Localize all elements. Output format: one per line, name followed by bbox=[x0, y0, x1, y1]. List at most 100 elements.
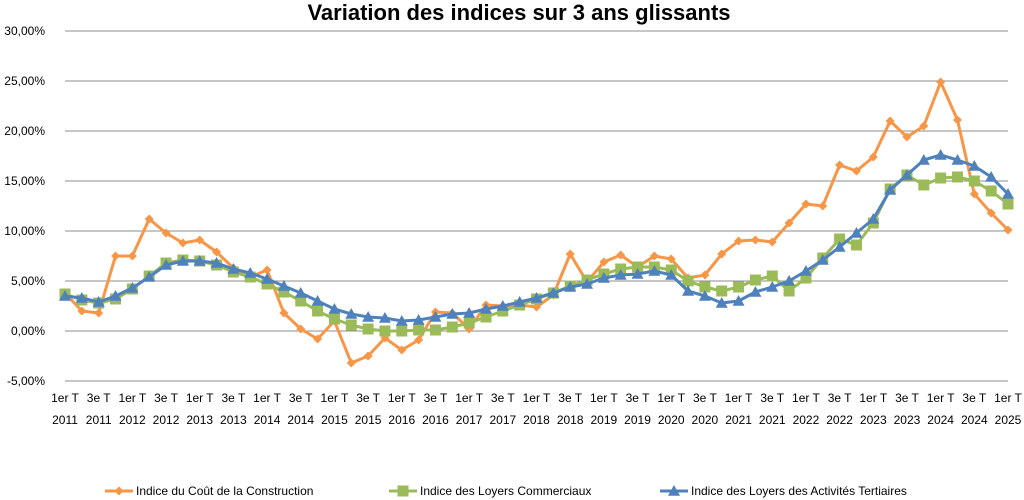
x-tick-label: 3e T bbox=[491, 391, 515, 405]
y-tick-label: -5,00% bbox=[7, 374, 45, 388]
data-point-ilc bbox=[379, 325, 391, 337]
data-point-ilat bbox=[900, 169, 913, 180]
legend-item-ilc: Indice des Loyers Commerciaux bbox=[389, 484, 591, 498]
legend-marker bbox=[397, 485, 409, 497]
x-tick-year: 2023 bbox=[894, 413, 921, 427]
data-point-icc bbox=[784, 218, 794, 228]
data-point-ilc bbox=[632, 261, 644, 273]
data-point-icc bbox=[111, 251, 121, 261]
x-tick-year: 2015 bbox=[355, 413, 382, 427]
x-tick-year: 2011 bbox=[86, 413, 112, 427]
data-point-ilc bbox=[278, 286, 290, 298]
x-tick-label: 3e T bbox=[895, 391, 919, 405]
data-point-ilat bbox=[412, 314, 425, 325]
data-point-icc bbox=[178, 238, 188, 248]
data-point-ilc bbox=[834, 233, 846, 245]
data-point-icc bbox=[346, 358, 356, 368]
data-point-ilat bbox=[176, 255, 189, 266]
y-tick-label: 20,00% bbox=[4, 124, 45, 138]
data-point-ilc bbox=[699, 281, 711, 293]
data-point-ilat bbox=[867, 213, 880, 224]
series-icc bbox=[60, 77, 1013, 368]
data-point-ilat bbox=[530, 292, 543, 303]
data-point-ilc bbox=[446, 321, 458, 333]
data-point-icc bbox=[734, 236, 744, 246]
data-point-ilat bbox=[1002, 188, 1014, 199]
x-tick-label: 1er T bbox=[455, 391, 483, 405]
data-point-icc bbox=[94, 308, 104, 318]
data-point-ilat bbox=[59, 290, 71, 301]
x-tick-year: 2012 bbox=[119, 413, 146, 427]
legend-marker bbox=[114, 486, 124, 496]
data-point-ilat bbox=[799, 265, 812, 276]
data-point-ilc bbox=[733, 281, 745, 293]
data-point-ilat bbox=[816, 254, 829, 265]
data-point-ilc bbox=[749, 274, 761, 286]
data-point-ilat bbox=[884, 184, 897, 195]
series-ilat bbox=[59, 149, 1014, 326]
legend-item-ilat: Indice des Loyers des Activités Tertiair… bbox=[660, 484, 907, 498]
legend-marker bbox=[668, 485, 680, 496]
data-point-icc bbox=[750, 235, 760, 245]
data-point-ilc bbox=[968, 175, 980, 187]
data-point-ilc bbox=[413, 324, 425, 336]
legend-label: Indice des Loyers des Activités Tertiair… bbox=[691, 484, 907, 498]
legend-item-icc: Indice du Coût de la Construction bbox=[105, 484, 313, 498]
data-point-icc bbox=[279, 308, 289, 318]
data-point-ilat bbox=[698, 290, 711, 301]
x-axis-ticks: 1er T 2011 3e T 2011 1er T 2012 3e T 2012 1er T 2… bbox=[51, 391, 1022, 427]
data-point-icc bbox=[885, 116, 895, 126]
data-point-ilc bbox=[463, 317, 475, 329]
x-tick-year: 2021 bbox=[725, 413, 752, 427]
x-tick-label: 3e T bbox=[760, 391, 784, 405]
data-point-icc bbox=[801, 199, 811, 209]
x-tick-label: 1er T bbox=[118, 391, 146, 405]
x-tick-label: 1er T bbox=[321, 391, 349, 405]
data-point-icc bbox=[969, 189, 979, 199]
data-point-ilc bbox=[682, 275, 694, 287]
y-tick-label: 5,00% bbox=[11, 274, 45, 288]
x-tick-label: 1er T bbox=[994, 391, 1022, 405]
data-point-icc bbox=[919, 121, 929, 131]
x-tick-year: 2016 bbox=[388, 413, 415, 427]
data-point-ilc bbox=[716, 285, 728, 297]
x-tick-year: 2017 bbox=[456, 413, 483, 427]
data-point-ilat bbox=[92, 296, 105, 307]
data-point-ilat bbox=[345, 308, 358, 319]
series-line-icc bbox=[63, 80, 1010, 365]
x-tick-label: 1er T bbox=[253, 391, 281, 405]
data-point-icc bbox=[868, 152, 878, 162]
x-tick-year: 2021 bbox=[759, 413, 786, 427]
x-tick-year: 2020 bbox=[658, 413, 685, 427]
y-axis-ticks: -5,00% 0,00% 5,00% 10,00% 15,00% 20,00% 25,00%… bbox=[4, 24, 45, 388]
data-point-ilat bbox=[479, 303, 492, 314]
data-point-icc bbox=[717, 249, 727, 259]
data-point-ilat bbox=[496, 300, 509, 311]
x-tick-year: 2022 bbox=[826, 413, 853, 427]
x-tick-year: 2012 bbox=[153, 413, 180, 427]
data-point-ilat bbox=[210, 257, 223, 268]
data-point-icc bbox=[986, 208, 996, 218]
x-tick-label: 3e T bbox=[558, 391, 582, 405]
x-tick-year: 2024 bbox=[961, 413, 988, 427]
data-point-icc bbox=[902, 132, 912, 142]
x-tick-label: 3e T bbox=[87, 391, 111, 405]
data-point-icc bbox=[700, 270, 710, 280]
data-point-icc bbox=[565, 249, 575, 259]
data-point-ilc bbox=[783, 285, 795, 297]
data-point-ilc bbox=[766, 270, 778, 282]
data-point-icc bbox=[212, 247, 222, 257]
x-tick-label: 3e T bbox=[693, 391, 717, 405]
data-point-icc bbox=[835, 160, 845, 170]
x-tick-year: 2013 bbox=[186, 413, 213, 427]
x-tick-label: 3e T bbox=[424, 391, 448, 405]
series-layer bbox=[59, 77, 1014, 368]
data-point-ilat bbox=[597, 272, 610, 283]
x-tick-year: 2024 bbox=[927, 413, 954, 427]
x-tick-label: 3e T bbox=[962, 391, 986, 405]
data-point-ilat bbox=[631, 268, 644, 279]
x-tick-label: 1er T bbox=[523, 391, 551, 405]
data-point-ilat bbox=[143, 271, 156, 282]
